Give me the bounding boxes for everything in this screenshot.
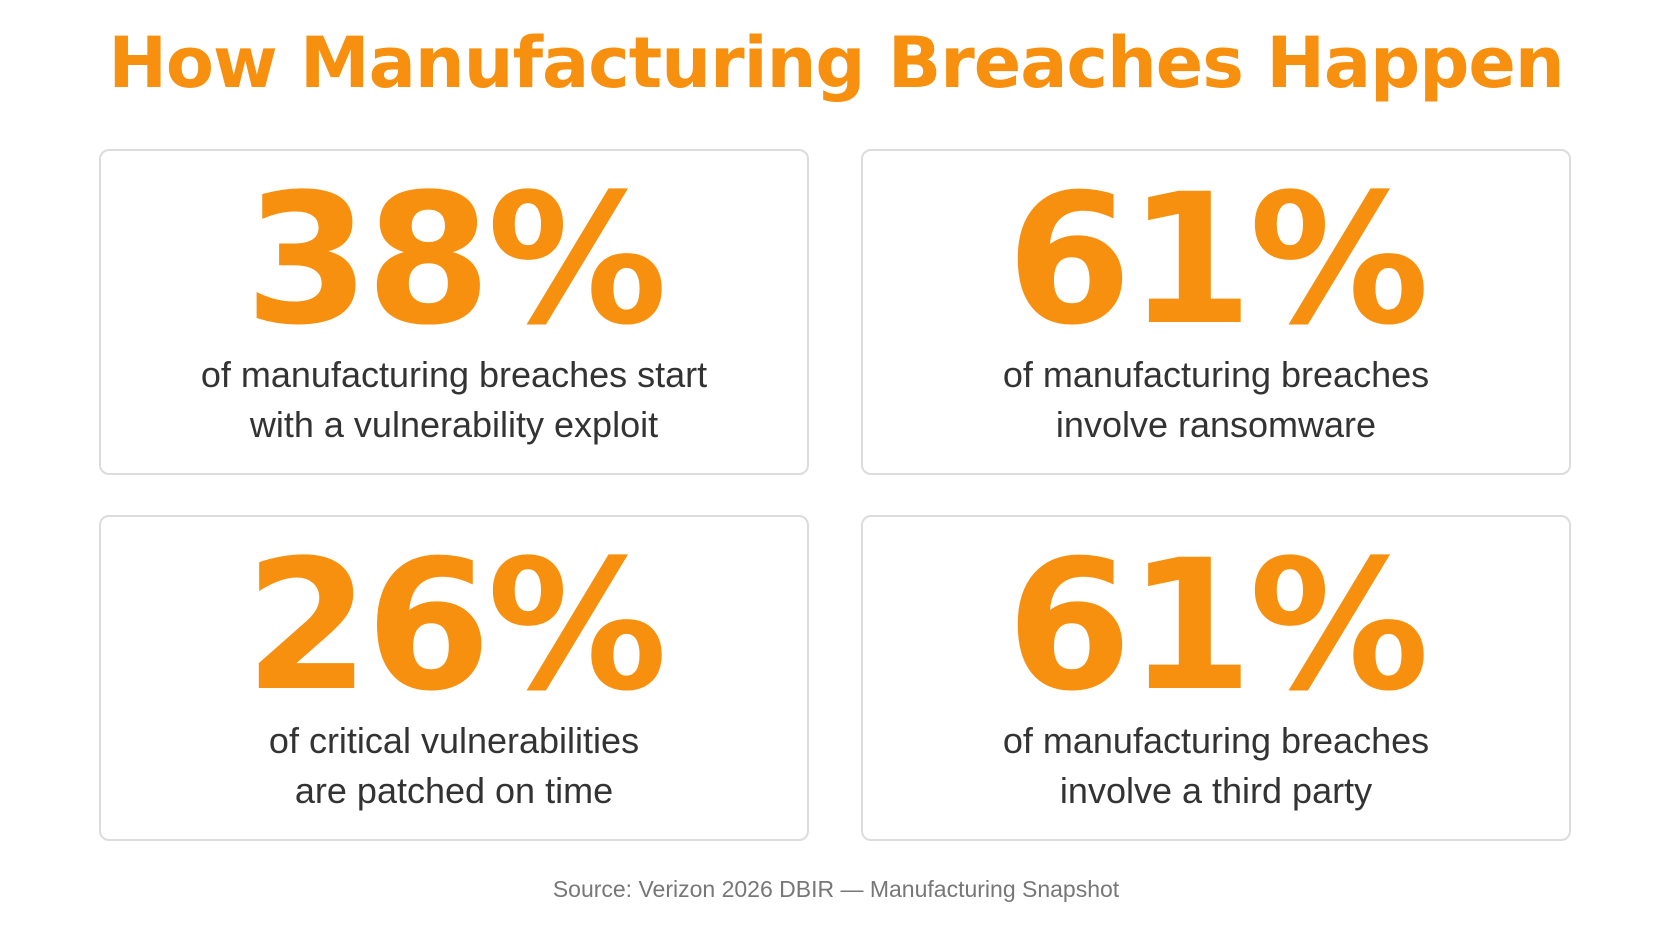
stat-description: of manufacturing breaches	[1002, 720, 1430, 761]
stat-description: with a vulnerability exploit	[249, 404, 659, 445]
stat-value: 61%	[1006, 156, 1430, 365]
stat-description: of manufacturing breaches	[1002, 354, 1430, 395]
stat-description: involve ransomware	[1055, 404, 1377, 445]
source: Source: Verizon 2026 DBIR — Manufacturin…	[552, 876, 1120, 902]
stat-description: of manufacturing breaches start	[200, 354, 708, 395]
stat-card: 26% of critical vulnerabilities are patche…	[99, 515, 809, 841]
stat-description: involve a third party	[1059, 770, 1373, 811]
stat-description: of critical vulnerabilities	[268, 720, 640, 761]
stat-value: 38%	[244, 156, 668, 365]
title: How Manufacturing Breaches Happen	[108, 22, 1564, 104]
stat-card: 61% of manufacturing breaches involve rans…	[861, 149, 1571, 475]
stat-card: 61% of manufacturing breaches involve a th…	[861, 515, 1571, 841]
stat-value: 26%	[244, 522, 668, 731]
stat-description: are patched on time	[294, 770, 614, 811]
stat-card: 38% of manufacturing breaches start with a…	[99, 149, 809, 475]
stat-value: 61%	[1006, 522, 1430, 731]
